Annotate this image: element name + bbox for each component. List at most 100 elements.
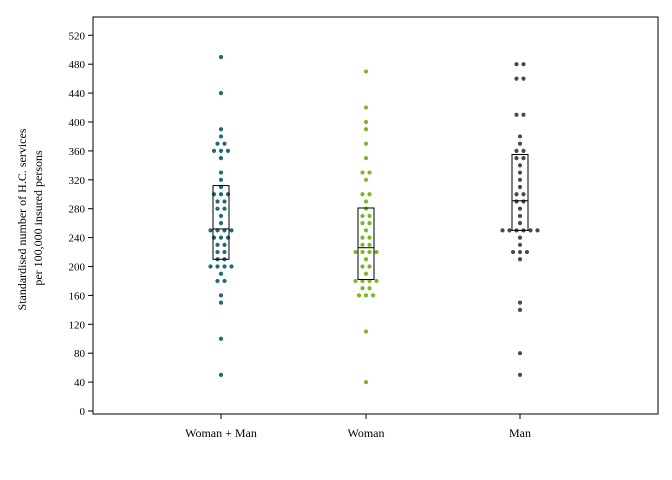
data-point — [514, 199, 519, 204]
data-point — [215, 278, 220, 284]
data-point — [374, 278, 379, 284]
y-tick-label: 320 — [69, 175, 86, 187]
series-group — [208, 54, 234, 377]
data-point — [514, 156, 519, 161]
data-point — [215, 199, 220, 204]
data-point — [514, 148, 519, 153]
data-point — [363, 271, 369, 276]
data-point — [229, 228, 234, 233]
y-tick-label: 0 — [80, 406, 86, 418]
series-group — [500, 62, 540, 377]
data-point — [363, 228, 369, 233]
y-tick-label: 80 — [74, 348, 86, 360]
data-point — [215, 264, 220, 269]
data-point — [517, 242, 523, 247]
data-point — [524, 249, 530, 255]
data-point — [517, 257, 523, 262]
data-point — [363, 156, 369, 161]
data-point — [517, 300, 523, 305]
data-point — [353, 249, 358, 255]
data-point — [517, 235, 523, 240]
y-tick-label: 400 — [69, 117, 86, 129]
data-point — [218, 134, 224, 139]
data-point — [353, 278, 358, 284]
data-point — [521, 76, 526, 81]
data-point — [360, 242, 365, 247]
data-point — [367, 170, 372, 175]
x-tick-label: Man — [509, 426, 531, 440]
data-point — [535, 228, 540, 233]
data-point — [517, 170, 523, 175]
data-point — [225, 148, 231, 153]
data-point — [218, 336, 224, 341]
iqr-box — [511, 154, 529, 231]
data-point — [218, 235, 224, 240]
y-tick-label: 520 — [69, 30, 86, 42]
data-point — [222, 264, 227, 269]
data-point — [370, 293, 376, 298]
y-tick-label: 200 — [69, 262, 86, 274]
data-point — [517, 249, 523, 255]
data-marks — [208, 54, 540, 385]
data-point — [360, 235, 365, 240]
data-point — [218, 372, 224, 377]
data-point — [517, 372, 523, 377]
data-point — [360, 286, 365, 291]
data-point — [215, 249, 220, 255]
data-point — [211, 148, 217, 153]
data-point — [360, 170, 365, 175]
data-point — [363, 257, 369, 262]
data-point — [517, 307, 523, 312]
data-point — [367, 235, 372, 240]
data-point — [510, 249, 516, 255]
data-point — [218, 177, 224, 182]
data-point — [521, 62, 526, 67]
data-point — [500, 228, 505, 233]
data-point — [374, 249, 379, 255]
data-point — [514, 62, 519, 67]
data-point — [215, 206, 220, 211]
data-point — [218, 54, 224, 60]
data-point — [218, 156, 224, 161]
data-point — [222, 199, 227, 204]
data-point — [517, 184, 523, 190]
data-point — [222, 242, 227, 247]
data-point — [521, 192, 526, 197]
data-point — [521, 156, 526, 161]
x-tick-label: Woman + Man — [185, 426, 257, 440]
data-point — [222, 206, 227, 211]
data-point — [222, 141, 227, 146]
data-point — [363, 127, 369, 132]
data-point — [514, 112, 519, 117]
data-point — [367, 264, 372, 269]
data-point — [521, 148, 526, 153]
data-point — [517, 213, 523, 219]
data-point — [218, 300, 224, 305]
data-point — [507, 228, 512, 233]
data-point — [517, 221, 523, 226]
iqr-box — [357, 207, 375, 281]
data-point — [521, 112, 526, 117]
data-point — [218, 192, 224, 197]
y-tick-label: 440 — [69, 88, 86, 100]
data-point — [367, 286, 372, 291]
y-axis-label: Standardised number of H.C. services per… — [15, 126, 45, 311]
data-point — [218, 91, 224, 96]
data-point — [517, 141, 523, 146]
data-point — [528, 228, 533, 233]
data-point — [360, 264, 365, 269]
data-point — [218, 271, 224, 276]
plot-area-frame — [92, 16, 659, 415]
data-point — [367, 242, 372, 247]
y-axis-label-line-1: Standardised number of H.C. services — [15, 128, 29, 310]
data-point — [360, 249, 365, 255]
data-point — [208, 228, 213, 233]
data-point — [363, 119, 369, 125]
data-point — [367, 192, 372, 197]
data-point — [218, 221, 224, 226]
y-tick-label: 480 — [69, 59, 86, 71]
y-tick-label: 160 — [69, 290, 86, 302]
data-point — [360, 213, 365, 219]
data-point — [367, 213, 372, 219]
series-group — [353, 69, 379, 385]
